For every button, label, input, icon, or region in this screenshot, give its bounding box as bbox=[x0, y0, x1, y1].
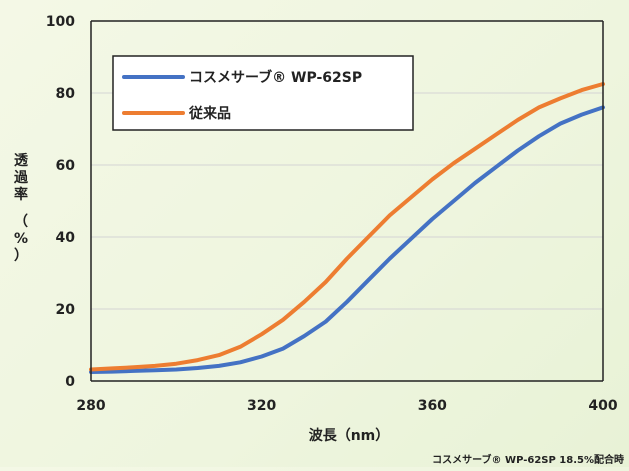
x-tick-label: 360 bbox=[418, 398, 447, 414]
series-line-1 bbox=[89, 82, 605, 372]
legend-label-conventional: 従来品 bbox=[188, 105, 231, 122]
y-tick-label: 0 bbox=[65, 374, 75, 390]
tick-labels: 0 20 40 60 80 100 280 320 360 400 bbox=[46, 14, 618, 414]
footnote: コスメサーブ® WP-62SP 18.5%配合時 bbox=[432, 453, 624, 466]
y-tick-label: 20 bbox=[56, 302, 76, 318]
x-tick-label: 400 bbox=[588, 398, 617, 414]
y-tick-label: 80 bbox=[56, 86, 76, 102]
y-tick-label: 40 bbox=[56, 230, 76, 246]
legend-label-wp62sp: コスメサーブ® WP-62SP bbox=[189, 69, 362, 86]
x-tick-label: 320 bbox=[247, 398, 276, 414]
series-line-0 bbox=[89, 105, 605, 374]
y-tick-label: 100 bbox=[46, 14, 75, 30]
legend-box bbox=[112, 55, 414, 131]
legend: コスメサーブ® WP-62SP 従来品 bbox=[112, 55, 414, 131]
y-tick-label: 60 bbox=[56, 158, 76, 174]
axes bbox=[90, 20, 604, 382]
x-tick-label: 280 bbox=[76, 398, 105, 414]
y-axis-title: 透過率（%） bbox=[13, 153, 29, 264]
series-lines bbox=[89, 82, 605, 374]
x-axis-title: 波長（nm） bbox=[309, 427, 390, 444]
